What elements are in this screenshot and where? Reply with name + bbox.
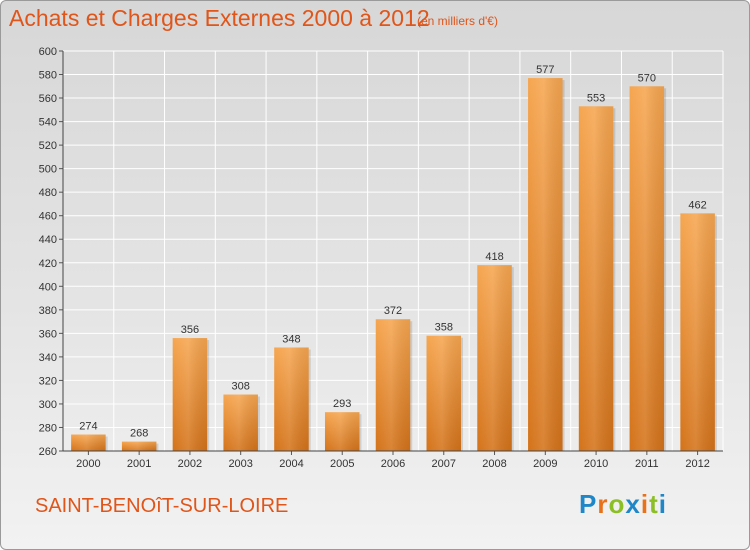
y-tick-label: 400	[39, 281, 57, 293]
y-tick-label: 360	[39, 328, 57, 340]
x-tick-label: 2004	[279, 458, 303, 470]
bar-highlight	[680, 213, 715, 451]
logo-letter: t	[649, 489, 659, 519]
bar-highlight	[375, 319, 411, 451]
bar-value-label: 308	[232, 381, 250, 393]
bar-value-label: 348	[282, 333, 300, 345]
logo-letter: P	[579, 489, 598, 519]
y-tick-label: 520	[39, 140, 57, 152]
logo-letter: r	[597, 489, 609, 519]
y-tick-label: 340	[39, 352, 57, 364]
x-tick-label: 2009	[533, 458, 557, 470]
bar-highlight	[629, 86, 665, 451]
logo-letter: o	[608, 489, 626, 519]
bar-highlight	[426, 335, 462, 451]
bar-value-label: 462	[688, 199, 706, 211]
x-tick-label: 2001	[127, 458, 151, 470]
bar-highlight	[223, 394, 258, 451]
bar-value-label: 358	[435, 322, 453, 334]
y-tick-label: 540	[39, 117, 57, 129]
bar-value-label: 356	[181, 324, 199, 336]
bar-highlight	[71, 434, 106, 451]
bar-value-label: 274	[79, 421, 97, 433]
y-tick-label: 500	[39, 164, 57, 176]
proxiti-logo: Proxiti	[579, 489, 667, 520]
chart-title: Achats et Charges Externes 2000 à 2012	[9, 5, 430, 31]
y-tick-label: 600	[39, 46, 57, 58]
bar-highlight	[477, 265, 512, 451]
x-tick-label: 2011	[635, 458, 659, 470]
y-tick-label: 260	[39, 446, 57, 458]
x-tick-label: 2007	[432, 458, 456, 470]
bar-value-label: 553	[587, 92, 605, 104]
bar-value-label: 418	[485, 251, 503, 263]
x-tick-label: 2003	[228, 458, 252, 470]
x-tick-label: 2002	[178, 458, 202, 470]
y-tick-label: 380	[39, 305, 57, 317]
y-tick-label: 440	[39, 234, 57, 246]
logo-letter: i	[658, 489, 667, 519]
bar-highlight	[274, 347, 309, 451]
x-tick-label: 2012	[685, 458, 709, 470]
commune-name: SAINT-BENOîT-SUR-LOIRE	[35, 495, 289, 517]
logo-letter: x	[625, 489, 641, 519]
bar-highlight	[528, 78, 563, 451]
y-tick-label: 480	[39, 187, 57, 199]
y-tick-label: 420	[39, 258, 57, 270]
y-tick-label: 280	[39, 422, 57, 434]
x-tick-label: 2006	[381, 458, 405, 470]
bar-value-label: 268	[130, 428, 148, 440]
x-tick-label: 2000	[76, 458, 100, 470]
bar-highlight	[578, 106, 614, 451]
y-tick-label: 580	[39, 70, 57, 82]
y-tick-label: 560	[39, 93, 57, 105]
bar-highlight	[121, 441, 157, 451]
axes: 260 280 300 320 340 360 380 400 420 440 460 480 500 5…	[39, 46, 723, 470]
bar-highlight	[324, 412, 360, 451]
y-tick-label: 460	[39, 211, 57, 223]
chart-subtitle: (en milliers d'€)	[417, 14, 498, 28]
bars: 274 268 356 308 348 293 372 358 418 577 553 570 462	[71, 64, 717, 451]
logo-letter: i	[640, 489, 650, 519]
bar-value-label: 577	[536, 64, 554, 76]
bar-value-label: 570	[638, 72, 656, 84]
y-tick-label: 300	[39, 399, 57, 411]
bar-value-label: 372	[384, 305, 402, 317]
x-tick-label: 2005	[330, 458, 354, 470]
y-tick-label: 320	[39, 375, 57, 387]
bar-value-label: 293	[333, 398, 351, 410]
x-tick-label: 2008	[482, 458, 506, 470]
x-tick-label: 2010	[584, 458, 608, 470]
bar-highlight	[172, 338, 208, 451]
